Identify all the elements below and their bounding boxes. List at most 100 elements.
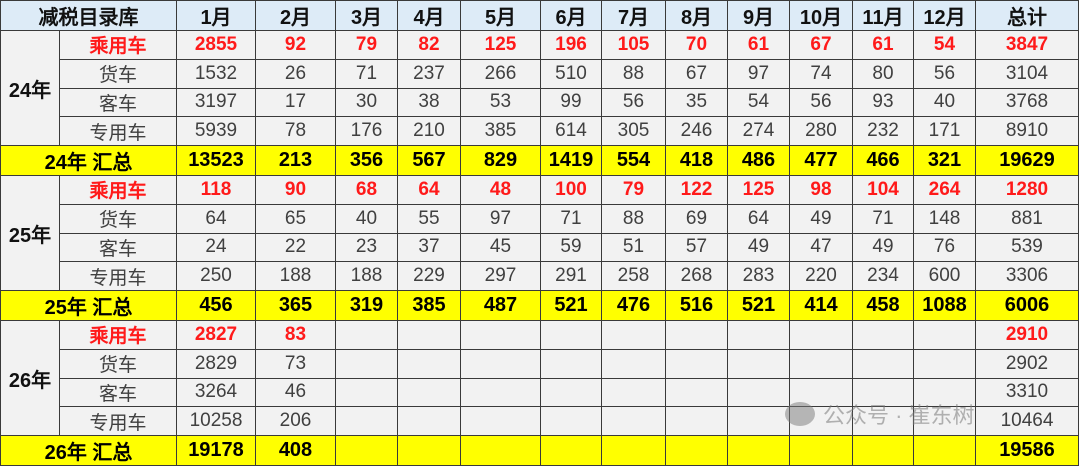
- value-cell: 2829: [176, 348, 256, 379]
- summary-value: 414: [789, 290, 853, 321]
- value-cell: 82: [397, 30, 461, 60]
- summary-value: [852, 435, 914, 466]
- value-cell: 188: [335, 261, 398, 291]
- category-label: 货车: [59, 203, 177, 234]
- value-cell: 38: [397, 87, 461, 118]
- value-cell: 30: [335, 87, 398, 118]
- summary-row: 25年 汇总 456 365 319 385 487 521 476 516 521 414 458 1…: [0, 290, 1079, 321]
- value-cell: [789, 348, 853, 379]
- value-cell: 48: [460, 175, 541, 205]
- total-cell: 10464: [975, 406, 1079, 436]
- category-label: 乘用车: [59, 175, 177, 205]
- value-cell: 47: [789, 232, 853, 263]
- value-cell: 56: [789, 87, 853, 118]
- summary-value: [601, 435, 666, 466]
- value-cell: 196: [540, 30, 602, 60]
- summary-value: 13523: [176, 145, 256, 176]
- summary-value: 567: [397, 145, 461, 176]
- value-cell: [335, 406, 398, 436]
- value-cell: 76: [913, 232, 976, 263]
- value-cell: 88: [601, 58, 666, 89]
- summary-value: 516: [665, 290, 728, 321]
- table-row: 25年 乘用车 118 90 68 64 48 100 79 122 125 98 104 264 1280: [0, 175, 1079, 291]
- value-cell: 97: [727, 58, 790, 89]
- summary-row: 26年 汇总 19178 408 19586: [0, 435, 1079, 466]
- header-month: 10月: [789, 0, 853, 31]
- value-cell: 234: [852, 261, 914, 291]
- summary-value: 319: [335, 290, 398, 321]
- value-cell: [852, 320, 914, 350]
- summary-value: 477: [789, 145, 853, 176]
- total-cell: 8910: [975, 116, 1079, 146]
- value-cell: [460, 320, 541, 350]
- summary-value: 554: [601, 145, 666, 176]
- value-cell: 59: [540, 232, 602, 263]
- value-cell: [913, 320, 976, 350]
- value-cell: [460, 406, 541, 436]
- value-cell: [852, 348, 914, 379]
- value-cell: 35: [665, 87, 728, 118]
- summary-value: 385: [397, 290, 461, 321]
- value-cell: 56: [601, 87, 666, 118]
- header-corner: 减税目录库: [0, 0, 177, 31]
- summary-value: [397, 435, 461, 466]
- summary-value: 213: [255, 145, 336, 176]
- value-cell: 237: [397, 58, 461, 89]
- value-cell: 51: [601, 232, 666, 263]
- total-cell: 2902: [975, 348, 1079, 379]
- table-row: 客车 3197 17 30 38 53 99 56 35 54 56 93 40 3768: [1, 87, 1079, 118]
- value-cell: 61: [727, 30, 790, 60]
- value-cell: [460, 377, 541, 408]
- value-cell: 258: [601, 261, 666, 291]
- summary-value: 487: [460, 290, 541, 321]
- table-row: 专用车 5939 78 176 210 385 614 305 246 274 280 232 171 8…: [1, 116, 1079, 146]
- total-cell: 3310: [975, 377, 1079, 408]
- value-cell: 46: [255, 377, 336, 408]
- value-cell: [601, 406, 666, 436]
- summary-value: [665, 435, 728, 466]
- table-row: 货车 64 65 40 55 97 71 88 69 64 49 71 148 881: [1, 203, 1079, 234]
- value-cell: [727, 406, 790, 436]
- value-cell: 118: [176, 175, 256, 205]
- value-cell: 99: [540, 87, 602, 118]
- summary-value: 19178: [176, 435, 256, 466]
- value-cell: 105: [601, 30, 666, 60]
- value-cell: [789, 377, 853, 408]
- summary-value: [913, 435, 976, 466]
- value-cell: [397, 406, 461, 436]
- value-cell: [727, 377, 790, 408]
- category-label: 客车: [59, 377, 177, 408]
- table-row: 26年 乘用车 2827 83 2910: [0, 320, 1079, 436]
- value-cell: [601, 320, 666, 350]
- summary-total: 6006: [975, 290, 1079, 321]
- value-cell: 67: [665, 58, 728, 89]
- value-cell: 246: [665, 116, 728, 146]
- value-cell: 283: [727, 261, 790, 291]
- value-cell: [727, 348, 790, 379]
- value-cell: 26: [255, 58, 336, 89]
- header-month: 9月: [727, 0, 790, 31]
- category-label: 专用车: [59, 261, 177, 291]
- total-cell: 881: [975, 203, 1079, 234]
- value-cell: [540, 320, 602, 350]
- table-row: 客车 3264 46 3310: [1, 377, 1079, 408]
- summary-value: [335, 435, 398, 466]
- summary-value: [460, 435, 541, 466]
- summary-label: 26年 汇总: [0, 435, 177, 466]
- summary-value: 521: [727, 290, 790, 321]
- value-cell: [913, 406, 976, 436]
- summary-value: 1419: [540, 145, 602, 176]
- value-cell: 49: [727, 232, 790, 263]
- category-label: 客车: [59, 232, 177, 263]
- category-label: 乘用车: [59, 30, 177, 60]
- total-cell: 3768: [975, 87, 1079, 118]
- value-cell: [665, 348, 728, 379]
- value-cell: 510: [540, 58, 602, 89]
- value-cell: 93: [852, 87, 914, 118]
- total-cell: 3847: [975, 30, 1079, 60]
- category-label: 专用车: [59, 406, 177, 436]
- value-cell: [601, 377, 666, 408]
- value-cell: [601, 348, 666, 379]
- value-cell: 73: [255, 348, 336, 379]
